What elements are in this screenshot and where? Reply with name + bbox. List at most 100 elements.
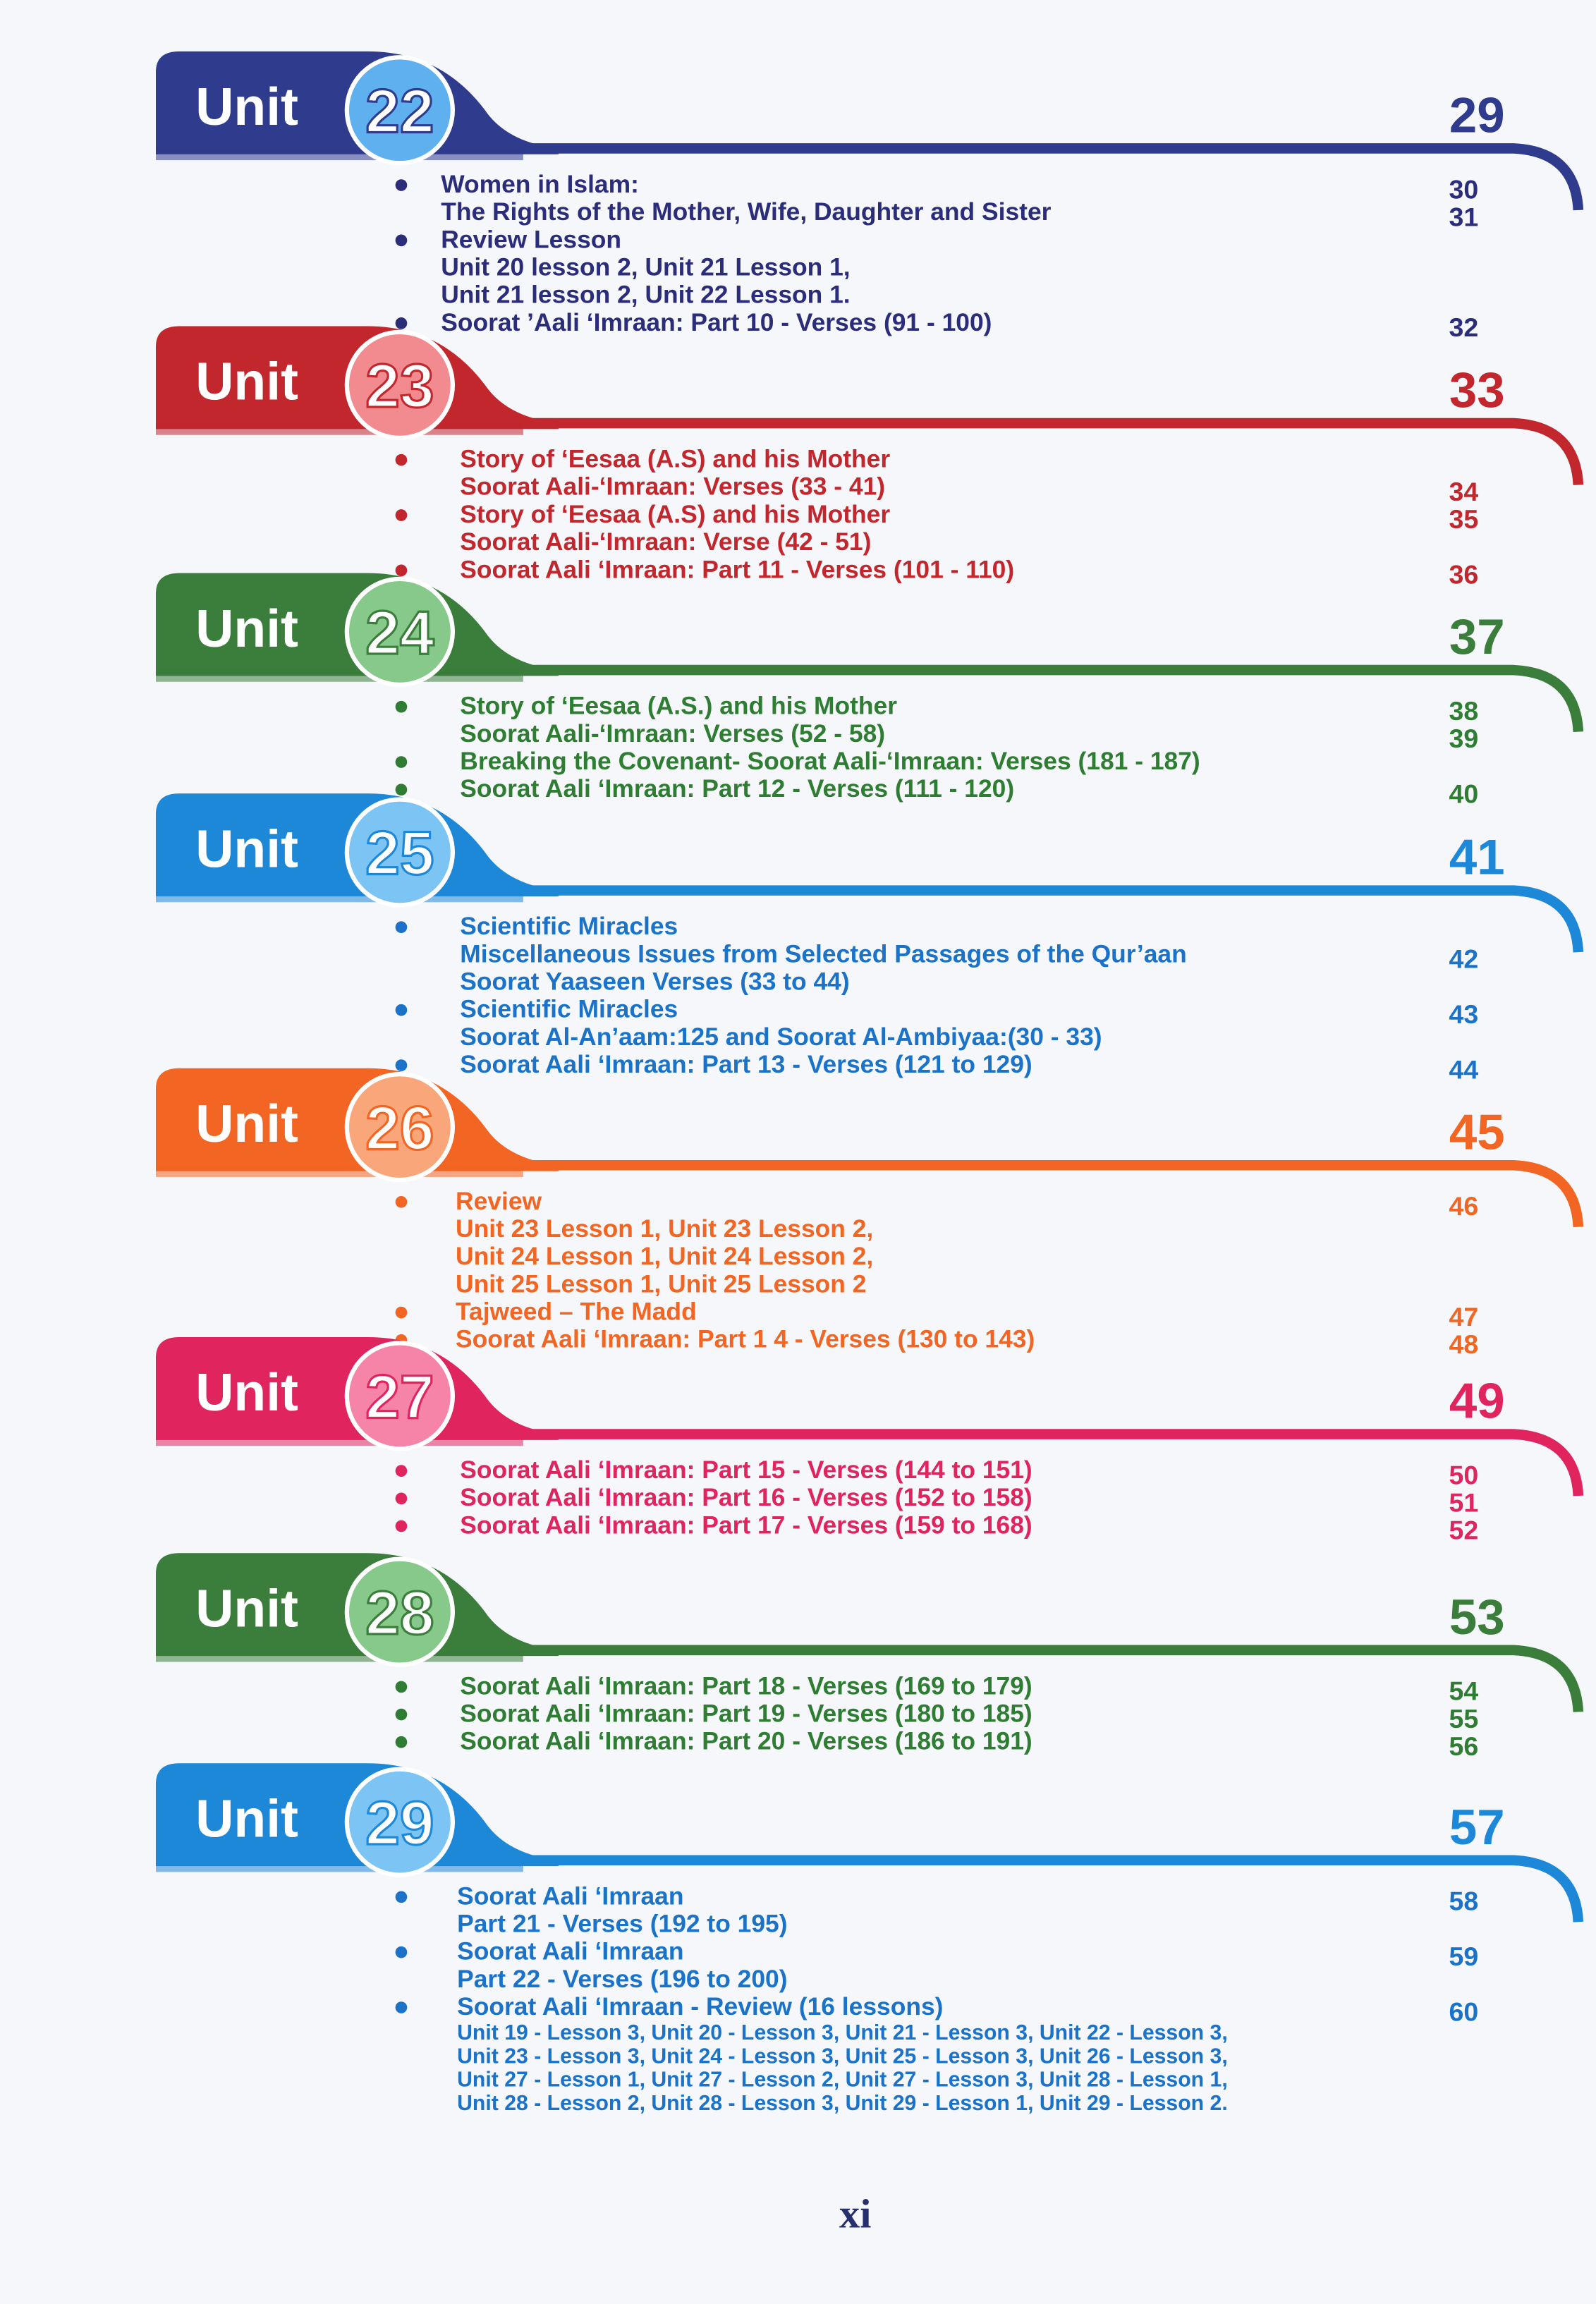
entry-text: Soorat Aali ‘Imraan: Part 19 - Verses (1… (460, 1699, 1032, 1727)
entry-note: Unit 28 - Lesson 2, Unit 28 - Lesson 3, … (457, 2092, 1228, 2115)
entry-page: 54 (1449, 1676, 1478, 1706)
entry-text: Soorat Aali ‘Imraan - Review (16 lessons… (457, 1992, 943, 2020)
entry-text: Part 21 - Verses (192 to 195) (457, 1909, 787, 1937)
unit-band (162, 417, 1584, 486)
unit-block: Unit 23 33 Story of ‘Eesaa (A.S) and his Mo… (155, 326, 1584, 590)
bullet (395, 564, 408, 577)
unit-circle (344, 1767, 455, 1877)
unit-block: Unit 29 57 Soorat Aali ‘Imraan 58 Part 21 - V… (155, 1763, 1584, 2115)
page-number: xi (839, 2191, 871, 2237)
tab-stripe (155, 1650, 523, 1662)
unit-band (162, 1645, 1584, 1712)
unit-page: 29 (1449, 88, 1505, 144)
bullet (395, 1708, 408, 1721)
bullet (395, 1736, 408, 1748)
entry-text: Story of ‘Eesaa (A.S) and his Mother (460, 500, 890, 528)
entry-text: Unit 24 Lesson 1, Unit 24 Lesson 2, (456, 1242, 873, 1270)
tab-stripe (155, 1165, 523, 1177)
entry-page: 34 (1449, 477, 1478, 506)
unit-band (162, 664, 1584, 733)
entry-page: 30 (1449, 174, 1478, 204)
unit-circle (344, 55, 455, 166)
entry-text: Review Lesson (441, 225, 621, 253)
entry-text: Soorat Aali ‘Imraan: Part 12 - Verses (1… (460, 774, 1014, 803)
entry-page: 32 (1449, 312, 1478, 342)
entry-page: 50 (1449, 1460, 1478, 1489)
bullet (395, 1946, 408, 1958)
entry-page: 42 (1449, 944, 1478, 974)
unit-label: Unit (195, 352, 298, 411)
tab-stripe (155, 148, 523, 161)
unit-number: 23 (365, 351, 434, 420)
entry-text: Women in Islam: (441, 170, 639, 198)
entry-text: Soorat Aali ‘Imraan: Part 18 - Verses (1… (460, 1671, 1032, 1700)
unit-label: Unit (195, 77, 298, 136)
entry-page: 59 (1449, 1942, 1478, 1971)
unit-page: 57 (1449, 1800, 1505, 1855)
unit-number: 29 (365, 1788, 434, 1858)
entry-text: Soorat Aali ‘Imraan: Part 15 - Verses (1… (460, 1456, 1032, 1484)
unit-page: 41 (1449, 830, 1505, 886)
entry-text: Soorat Al-An’aam:125 and Soorat Al-Ambiy… (460, 1023, 1102, 1051)
entry-page: 55 (1449, 1704, 1478, 1733)
unit-label: Unit (195, 1788, 298, 1848)
unit-number: 22 (365, 77, 434, 146)
entry-text: Story of ‘Eesaa (A.S.) and his Mother (460, 692, 897, 720)
unit-circle (344, 329, 455, 441)
bullet (395, 1004, 408, 1016)
unit-label: Unit (195, 819, 298, 878)
entry-text: Unit 20 lesson 2, Unit 21 Lesson 1, (441, 252, 850, 281)
unit-band (162, 1429, 1584, 1497)
bullet (395, 1196, 408, 1208)
unit-circle (344, 1556, 455, 1667)
entry-text: Soorat Yaaseen Verses (33 to 44) (460, 967, 849, 995)
tab-stripe (155, 423, 523, 435)
entry-page: 43 (1449, 999, 1478, 1029)
entry-text: Unit 25 Lesson 1, Unit 25 Lesson 2 (456, 1269, 866, 1298)
entry-page: 35 (1449, 504, 1478, 534)
tab-stripe (155, 1434, 523, 1446)
entry-page: 38 (1449, 696, 1478, 726)
entry-page: 46 (1449, 1191, 1478, 1221)
entry-note: Unit 23 - Lesson 3, Unit 24 - Lesson 3, … (457, 2044, 1228, 2068)
entry-page: 60 (1449, 1997, 1478, 2026)
unit-circle (344, 576, 455, 688)
unit-band (162, 885, 1584, 953)
bullet (395, 509, 408, 521)
bullet (395, 756, 408, 768)
entry-text: Soorat Aali ‘Imraan: Part 13 - Verses (1… (460, 1050, 1032, 1078)
entry-page: 52 (1449, 1516, 1478, 1545)
unit-number: 25 (365, 819, 434, 888)
entry-text: Soorat Aali-‘Imraan: Verses (52 - 58) (460, 719, 885, 748)
entry-page: 47 (1449, 1302, 1478, 1331)
entry-note: Unit 27 - Lesson 1, Unit 27 - Lesson 2, … (457, 2068, 1228, 2092)
unit-band (162, 1855, 1584, 1922)
entry-page: 56 (1449, 1731, 1478, 1761)
unit-circle (344, 797, 455, 908)
entry-note: Unit 19 - Lesson 3, Unit 20 - Lesson 3, … (457, 2021, 1228, 2044)
bullet (395, 1520, 408, 1532)
unit-page: 53 (1449, 1590, 1505, 1645)
unit-block: Unit 22 29 Women in Islam: 30 The Rights of t… (155, 51, 1584, 342)
unit-label: Unit (195, 1094, 298, 1153)
entry-text: Soorat Aali ‘Imraan: Part 17 - Verses (1… (460, 1511, 1032, 1539)
entry-text: Breaking the Covenant- Soorat Aali-‘Imra… (460, 747, 1200, 775)
entry-text: Soorat Aali ‘Imraan: Part 11 - Verses (1… (460, 555, 1014, 583)
unit-band (162, 1159, 1584, 1228)
bullet (395, 1306, 408, 1319)
entry-text: Soorat Aali ‘Imraan (457, 1882, 683, 1910)
entry-text: Soorat Aali-‘Imraan: Verse (42 - 51) (460, 528, 871, 556)
bullet (395, 453, 408, 466)
bullet (395, 784, 408, 796)
entry-text: Part 22 - Verses (196 to 200) (457, 1965, 787, 1993)
entry-text: Soorat Aali ‘Imraan: Part 1 4 - Verses (… (456, 1325, 1035, 1353)
unit-label: Unit (195, 599, 298, 658)
unit-circle (344, 1341, 455, 1451)
unit-page: 49 (1449, 1374, 1505, 1430)
unit-page: 45 (1449, 1104, 1505, 1160)
entry-text: Scientific Miracles (460, 995, 678, 1023)
entry-page: 36 (1449, 560, 1478, 590)
unit-page: 33 (1449, 362, 1505, 418)
unit-number: 26 (365, 1093, 434, 1162)
